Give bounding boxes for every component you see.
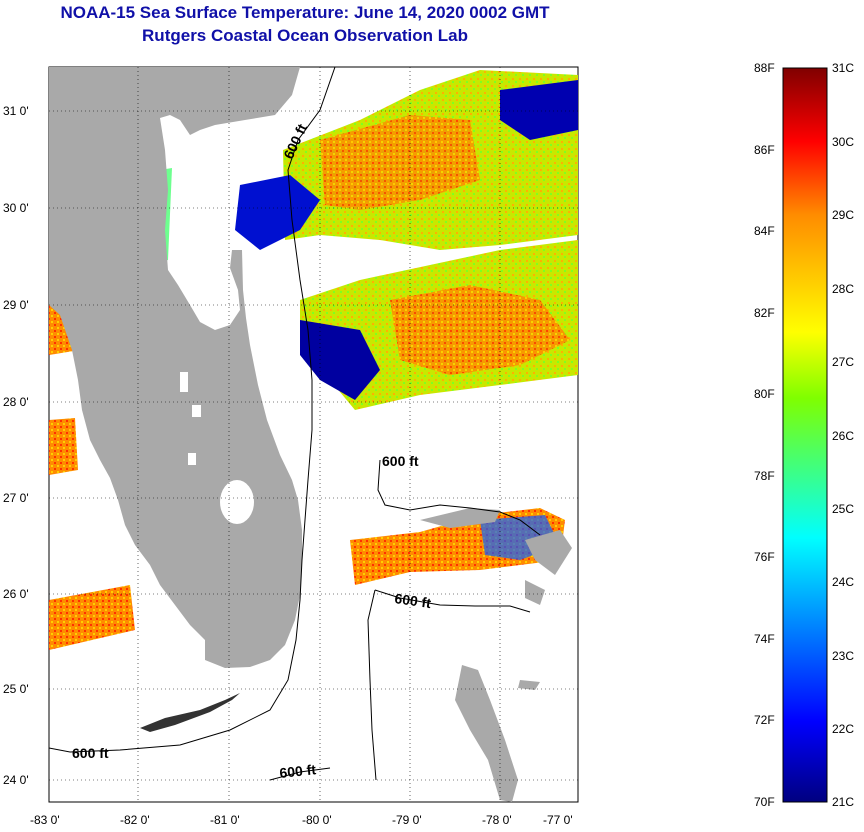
grand-bahama-island [420, 508, 500, 528]
colorbar-f-label: 82F [754, 306, 775, 320]
contour-600ft-florida-shelf [49, 67, 336, 753]
lon-tick-label: -78 0' [482, 813, 512, 827]
colorbar-f-label: 74F [754, 632, 775, 646]
contour-label: 600 ft [394, 590, 433, 611]
colorbar-c-label: 29C [832, 208, 854, 222]
contour-600ft-cuba [269, 767, 331, 781]
colorbar-c-label: 26C [832, 429, 854, 443]
lon-tick-label: -77 0' [543, 813, 573, 827]
contour-label: 600 ft [382, 453, 419, 469]
colorbar-c-label: 31C [832, 61, 854, 75]
colorbar-c-label: 23C [832, 649, 854, 663]
lat-tick-label: 30 0' [3, 201, 29, 215]
sst-patch-cold-north [235, 175, 320, 250]
colorbar-f-label: 70F [754, 795, 775, 809]
sst-patch-orange-north [320, 115, 480, 210]
lat-tick-label: 27 0' [3, 491, 29, 505]
lake-small-2 [192, 405, 201, 417]
lake-small-3 [188, 453, 196, 465]
lat-tick-label: 31 0' [3, 104, 29, 118]
lake-okeechobee [220, 480, 254, 524]
colorbar-c-label: 30C [832, 135, 854, 149]
colorbar-f-label: 86F [754, 143, 775, 157]
contour-label: 600 ft [279, 761, 317, 781]
lat-tick-label: 25 0' [3, 682, 29, 696]
contour-600ft-great-bahama-bank [374, 589, 531, 613]
eleuthera-north-island [525, 580, 545, 605]
lake-small-1 [180, 372, 188, 392]
colorbar-fahrenheit-labels: 88F 86F 84F 82F 80F 78F 76F 74F 72F 70F [754, 61, 775, 809]
colorbar-f-label: 78F [754, 469, 775, 483]
contour-label: 600 ft [72, 745, 109, 761]
longitude-axis: -83 0' -82 0' -81 0' -80 0' -79 0' -78 0… [30, 813, 573, 827]
lon-tick-label: -81 0' [210, 813, 240, 827]
sst-swath-gulf-mid [49, 418, 78, 475]
andros-island [455, 665, 518, 802]
colorbar-f-label: 88F [754, 61, 775, 75]
latitude-axis: 31 0' 30 0' 29 0' 28 0' 27 0' 26 0' 25 0… [3, 104, 29, 787]
colorbar-f-label: 72F [754, 713, 775, 727]
bathymetry-contours [49, 67, 541, 781]
colorbar-c-label: 22C [832, 722, 854, 736]
colorbar-c-label: 27C [832, 355, 854, 369]
lat-tick-label: 28 0' [3, 395, 29, 409]
sst-swaths [49, 70, 578, 650]
lat-tick-label: 29 0' [3, 298, 29, 312]
colorbar-celsius-labels: 31C 30C 29C 28C 27C 26C 25C 24C 23C 22C … [832, 61, 854, 809]
bahamas-islands [420, 508, 572, 802]
sst-patch-cold-ne [500, 80, 578, 140]
colorbar-c-label: 24C [832, 575, 854, 589]
lon-tick-label: -83 0' [30, 813, 60, 827]
sst-patch-orange-central [390, 285, 570, 375]
abaco-island [525, 530, 572, 575]
temperature-colorbar [782, 67, 828, 803]
colorbar-c-label: 25C [832, 502, 854, 516]
florida-keys [140, 693, 240, 732]
contour-600ft-tongue-of-ocean [367, 589, 377, 781]
lat-tick-label: 24 0' [3, 773, 29, 787]
lon-tick-label: -80 0' [302, 813, 332, 827]
new-providence-island [518, 680, 540, 690]
contour-600ft-little-bahama-bank [377, 459, 541, 536]
colorbar-f-label: 84F [754, 224, 775, 238]
map-title: NOAA-15 Sea Surface Temperature: June 14… [60, 3, 550, 22]
map-subtitle: Rutgers Coastal Ocean Observation Lab [142, 26, 468, 45]
colorbar-f-label: 76F [754, 550, 775, 564]
lon-tick-label: -79 0' [392, 813, 422, 827]
lon-tick-label: -82 0' [120, 813, 150, 827]
colorbar-c-label: 21C [832, 795, 854, 809]
map-gridlines [49, 67, 578, 802]
lat-tick-label: 26 0' [3, 587, 29, 601]
colorbar-f-label: 80F [754, 387, 775, 401]
colorbar-c-label: 28C [832, 282, 854, 296]
sst-swath-gulf-south [49, 585, 135, 650]
